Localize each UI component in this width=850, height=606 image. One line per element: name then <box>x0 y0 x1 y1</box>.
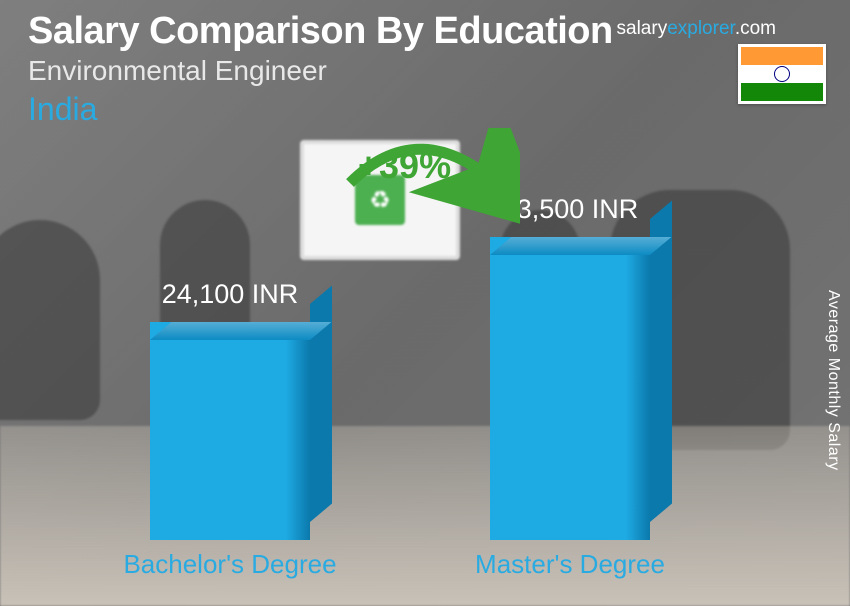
bar-category-label: Bachelor's Degree <box>115 549 345 580</box>
y-axis-label: Average Monthly Salary <box>824 290 842 471</box>
bar-0: 24,100 INR <box>150 279 310 540</box>
country-flag-icon <box>738 44 826 104</box>
brand-prefix: salary <box>617 18 668 39</box>
brand-logo: salaryexplorer.com <box>617 18 776 40</box>
brand-mid: explorer <box>667 18 735 39</box>
page-subtitle: Environmental Engineer <box>28 55 830 87</box>
country-label: India <box>28 91 830 128</box>
bar-1: 33,500 INR <box>490 194 650 540</box>
bar-value: 24,100 INR <box>150 279 310 310</box>
increase-percentage: +39% <box>358 145 451 187</box>
brand-suffix: .com <box>735 18 776 39</box>
bar-category-label: Master's Degree <box>455 549 685 580</box>
